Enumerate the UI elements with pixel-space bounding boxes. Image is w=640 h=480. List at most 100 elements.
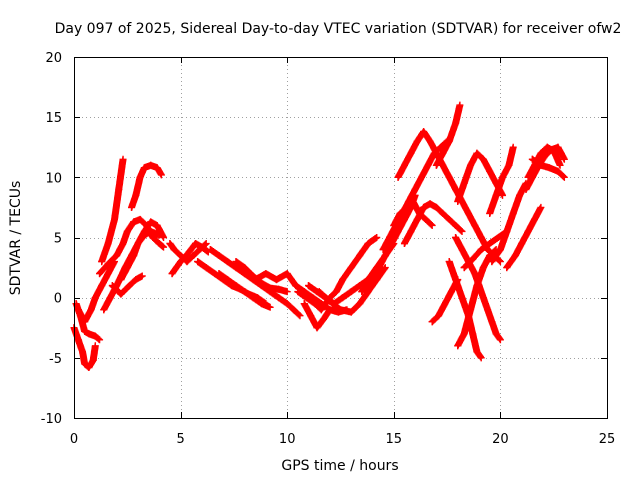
data-point [467, 306, 475, 314]
y-tick-label: -5 [49, 352, 62, 367]
data-point [381, 252, 389, 260]
data-point [85, 330, 93, 338]
data-point [522, 185, 530, 193]
plot-frame [74, 57, 608, 419]
data-point [232, 258, 240, 266]
data-point [435, 312, 443, 320]
data-point [422, 215, 430, 223]
data-point [160, 243, 168, 251]
data-point [452, 221, 460, 229]
data-point [390, 221, 398, 229]
data-point [471, 270, 479, 278]
data-point [503, 227, 511, 235]
data-point [224, 258, 232, 266]
x-axis-label: GPS time / hours [281, 458, 398, 474]
data-point [194, 258, 202, 266]
data-series [454, 246, 500, 350]
data-point [74, 336, 82, 344]
data-point [428, 221, 436, 229]
data-point [98, 258, 106, 266]
data-point [479, 155, 487, 163]
data-point [426, 200, 434, 208]
data-point [347, 288, 355, 296]
axis-ticks: 0 5 10 15 20 25 -10 -5 0 5 10 15 20 [41, 51, 616, 447]
data-point [155, 231, 163, 239]
x-tick-label: 0 [70, 432, 78, 447]
data-point [262, 270, 270, 278]
data-point [160, 234, 168, 241]
data-point [153, 164, 161, 172]
data-point [91, 294, 99, 302]
data-point [81, 327, 89, 335]
data-point [339, 294, 347, 302]
data-point [356, 282, 364, 290]
data-point [132, 191, 140, 199]
data-point [373, 234, 381, 241]
data-point [516, 191, 524, 199]
data-point [125, 282, 133, 290]
data-point [202, 264, 210, 272]
x-tick-label: 15 [386, 432, 403, 447]
data-point [130, 252, 138, 260]
y-tick-label: 0 [54, 292, 62, 307]
data-point [117, 290, 125, 298]
data-point [524, 227, 532, 235]
data-point [275, 294, 283, 302]
data-point [477, 354, 485, 362]
data-point [136, 173, 144, 181]
data-point [198, 243, 206, 251]
data-point [445, 173, 453, 181]
data-point [560, 173, 568, 181]
data-point [192, 240, 200, 248]
data-point [155, 240, 163, 248]
chart-title: Day 097 of 2025, Sidereal Day-to-day VTE… [55, 21, 622, 37]
data-point [445, 137, 453, 145]
data-point [166, 240, 174, 248]
data-point [189, 252, 197, 260]
data-point [115, 185, 123, 193]
data-point [157, 171, 165, 179]
data-point [477, 234, 485, 241]
data-point [313, 324, 321, 332]
data-point [74, 306, 82, 314]
data-point [511, 252, 519, 260]
data-point [258, 279, 266, 287]
data-point [545, 164, 553, 172]
data-point [241, 264, 249, 272]
data-point [142, 221, 150, 229]
data-point [183, 258, 191, 266]
data-point [537, 149, 545, 157]
series-segment [111, 187, 123, 223]
data-point [315, 288, 323, 296]
x-tick-label: 25 [599, 432, 616, 447]
data-point [479, 294, 487, 302]
y-tick-label: 15 [45, 111, 62, 126]
data-point [273, 276, 281, 284]
data-point [452, 185, 460, 193]
data-point [445, 258, 453, 266]
data-point [460, 179, 468, 187]
data-point [420, 203, 428, 211]
data-point [104, 240, 112, 248]
data-point [296, 312, 304, 320]
data-point [432, 203, 440, 211]
data-point [550, 147, 558, 155]
data-point [379, 246, 387, 254]
data-series [300, 300, 334, 332]
data-point [72, 300, 80, 308]
data-point [307, 312, 315, 320]
data-point [407, 149, 415, 157]
data-point [339, 276, 347, 284]
data-point [488, 318, 496, 326]
data-point [347, 264, 355, 272]
data-point [400, 240, 408, 248]
data-point [554, 167, 562, 175]
data-point [456, 101, 464, 109]
data-point [119, 240, 127, 248]
data-point [486, 209, 494, 217]
data-point [232, 282, 240, 290]
data-point [458, 246, 466, 254]
data-point [185, 248, 193, 256]
data-point [505, 161, 513, 169]
data-point [119, 155, 127, 163]
